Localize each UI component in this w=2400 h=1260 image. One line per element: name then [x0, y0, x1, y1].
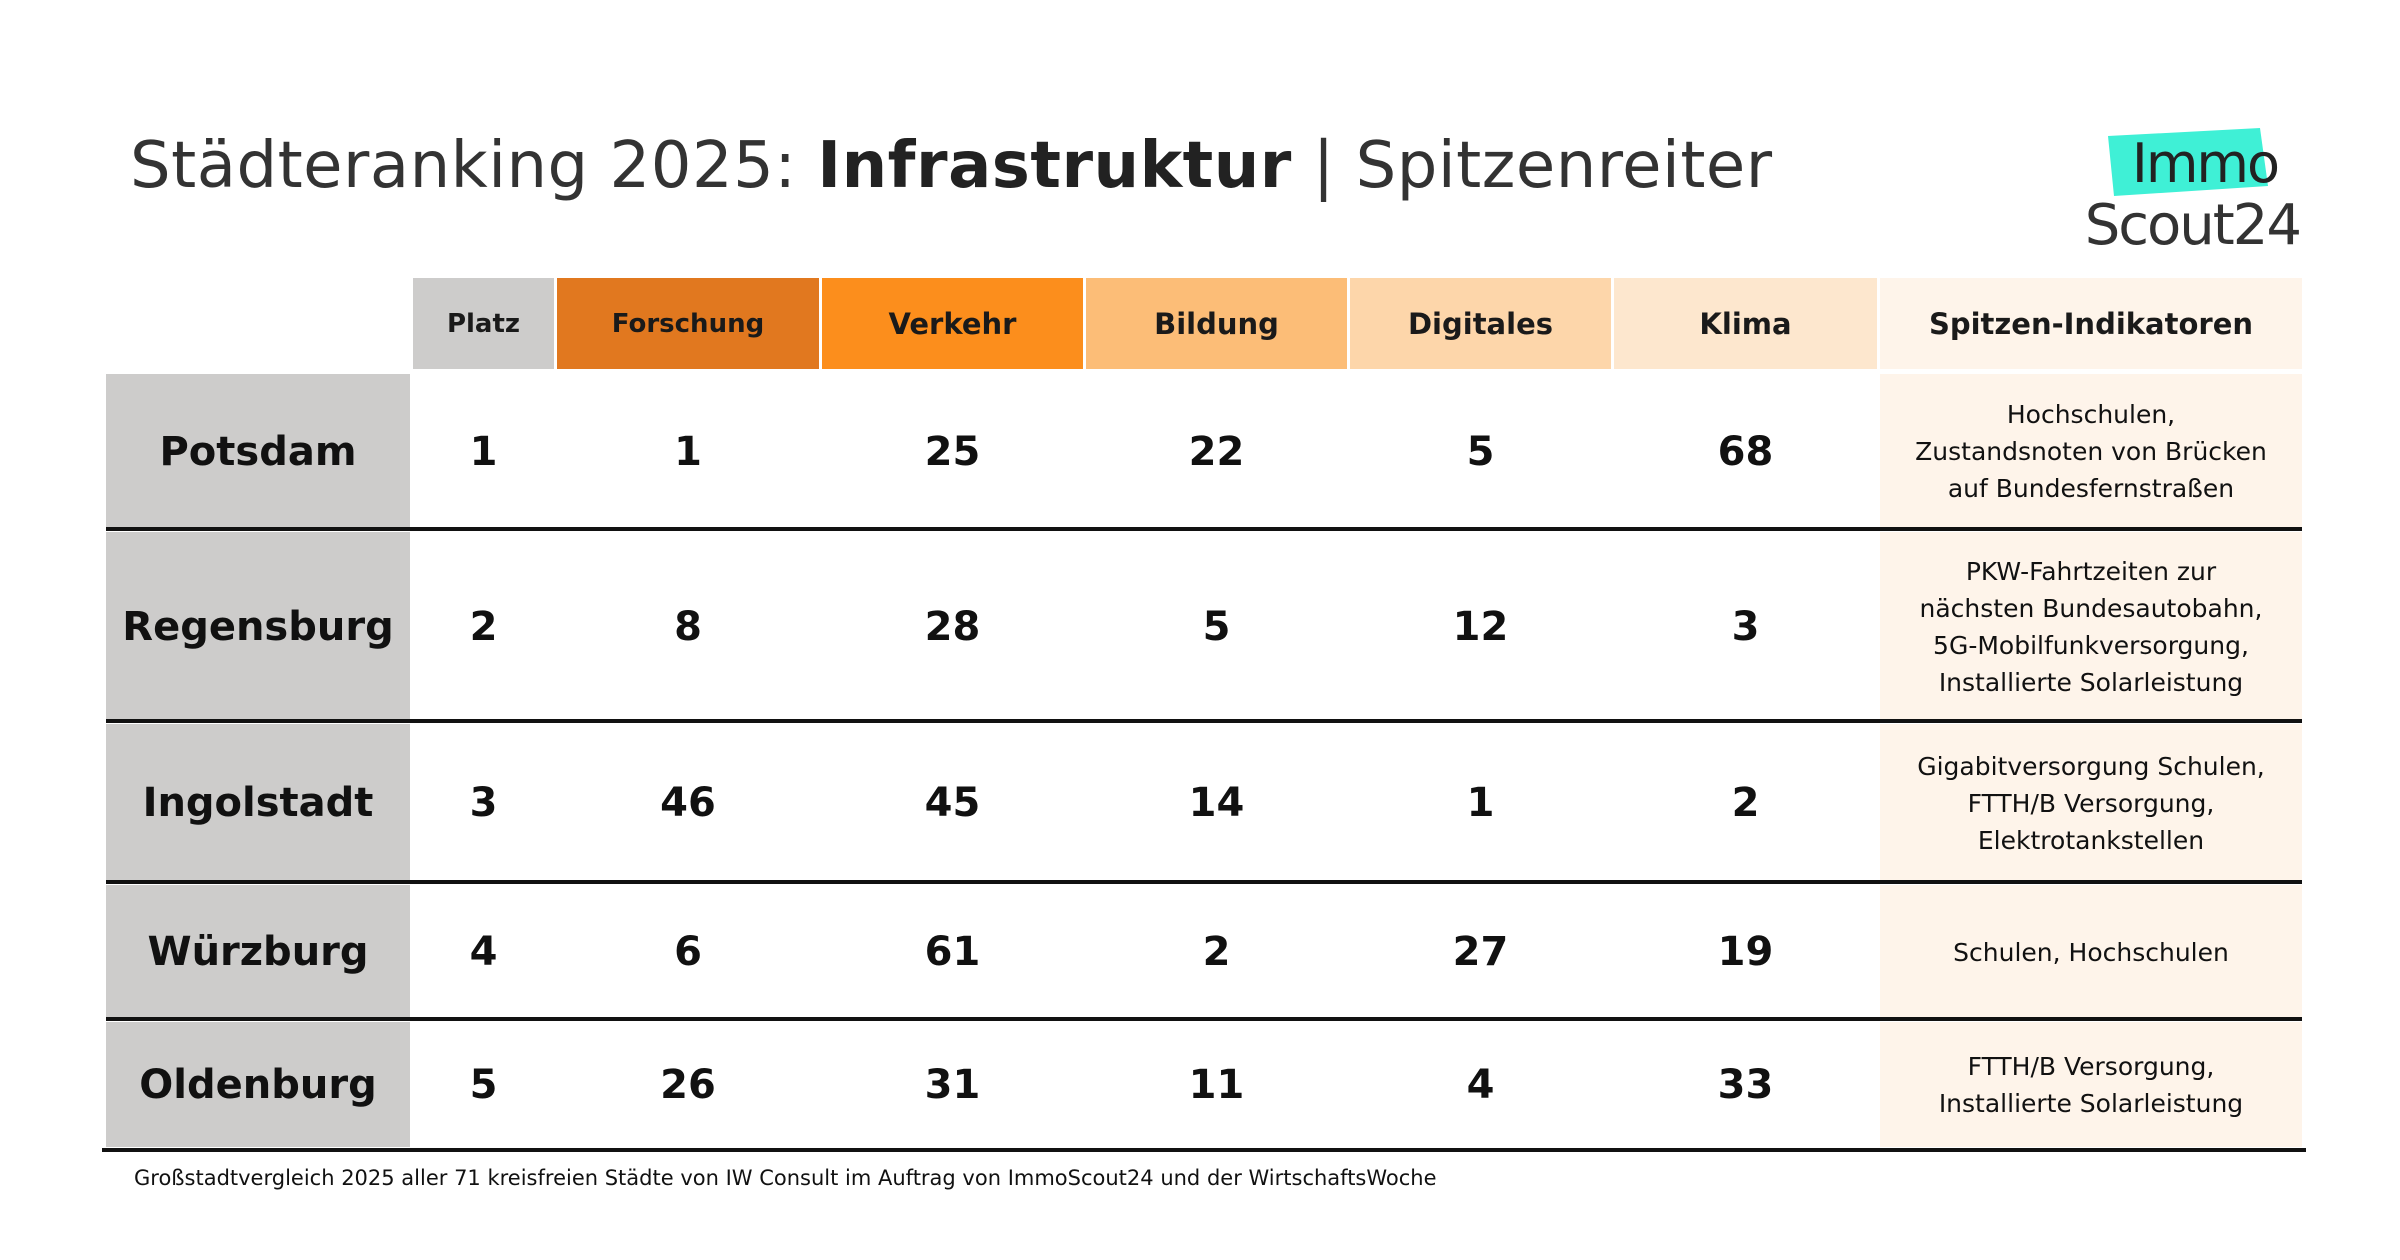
logo-badge-shape: [2108, 128, 2268, 196]
row-divider: [102, 1148, 2306, 1152]
cell-verkehr: 61: [924, 929, 981, 975]
cell-bildung: 22: [1188, 428, 1245, 475]
column-header-digitales: Digitales: [1350, 278, 1611, 369]
cell-platz: 5: [469, 1061, 498, 1108]
cell-verkehr: 45: [924, 780, 981, 826]
cell-spitzen: Schulen, Hochschulen: [1880, 885, 2302, 1019]
logo-text-scout24: Scout24: [2084, 193, 2302, 258]
cell-forschung: 1: [674, 428, 702, 475]
cell-forschung: 26: [660, 1061, 716, 1108]
cell-bildung: 14: [1188, 780, 1245, 826]
cell-forschung: 8: [674, 603, 702, 650]
cell-klima: 19: [1717, 929, 1774, 975]
cell-bildung: 2: [1202, 929, 1231, 975]
title-suffix: | Spitzenreiter: [1291, 129, 1773, 203]
row-divider: [106, 880, 2302, 884]
cell-platz: 1: [469, 428, 498, 475]
cell-digitales: 4: [1466, 1061, 1495, 1108]
cell-platz: 3: [469, 780, 498, 826]
cell-bildung: 5: [1202, 603, 1231, 650]
immoscout24-logo: Immo Scout24: [2080, 124, 2302, 258]
row-city-name: Oldenburg: [106, 1022, 410, 1147]
cell-klima: 68: [1717, 428, 1774, 475]
cell-klima: 2: [1731, 780, 1760, 826]
cell-platz: 2: [469, 603, 498, 650]
cell-forschung: 46: [660, 780, 716, 826]
cell-platz: 4: [469, 929, 498, 975]
cell-spitzen: FTTH/B Versorgung, Installierte Solarlei…: [1880, 1022, 2302, 1147]
column-header-spitzen: Spitzen-Indikatoren: [1880, 278, 2302, 369]
cell-verkehr: 25: [924, 428, 981, 475]
page-title: Städteranking 2025: Infrastruktur | Spit…: [130, 126, 1773, 206]
row-city-name: Ingolstadt: [106, 724, 410, 882]
row-divider: [106, 1017, 2302, 1021]
cell-spitzen: PKW-Fahrtzeiten zur nächsten Bundesautob…: [1880, 532, 2302, 721]
cell-digitales: 12: [1452, 603, 1509, 650]
row-divider: [106, 719, 2302, 723]
source-footnote: Großstadtvergleich 2025 aller 71 kreisfr…: [134, 1166, 1437, 1190]
cell-digitales: 5: [1466, 428, 1495, 475]
cell-verkehr: 31: [924, 1061, 981, 1108]
column-header-klima: Klima: [1614, 278, 1877, 369]
cell-spitzen: Gigabitversorgung Schulen, FTTH/B Versor…: [1880, 724, 2302, 882]
column-header-forschung: Forschung: [557, 278, 819, 369]
column-header-verkehr: Verkehr: [822, 278, 1083, 369]
cell-forschung: 6: [674, 929, 702, 975]
cell-digitales: 1: [1466, 780, 1495, 826]
cell-spitzen: Hochschulen, Zustandsnoten von Brücken a…: [1880, 374, 2302, 529]
row-divider: [106, 527, 2302, 531]
title-prefix: Städteranking 2025:: [130, 129, 818, 203]
cell-klima: 3: [1731, 603, 1760, 650]
cell-klima: 33: [1717, 1061, 1774, 1108]
row-city-name: Würzburg: [106, 885, 410, 1019]
title-bold: Infrastruktur: [817, 129, 1292, 203]
column-header-bildung: Bildung: [1086, 278, 1347, 369]
cell-verkehr: 28: [924, 603, 981, 650]
column-header-platz: Platz: [413, 278, 554, 369]
logo-text-immo: Immo: [2131, 132, 2280, 195]
cell-digitales: 27: [1452, 929, 1509, 975]
row-city-name: Regensburg: [106, 532, 410, 721]
cell-bildung: 11: [1188, 1061, 1245, 1108]
row-city-name: Potsdam: [106, 374, 410, 529]
